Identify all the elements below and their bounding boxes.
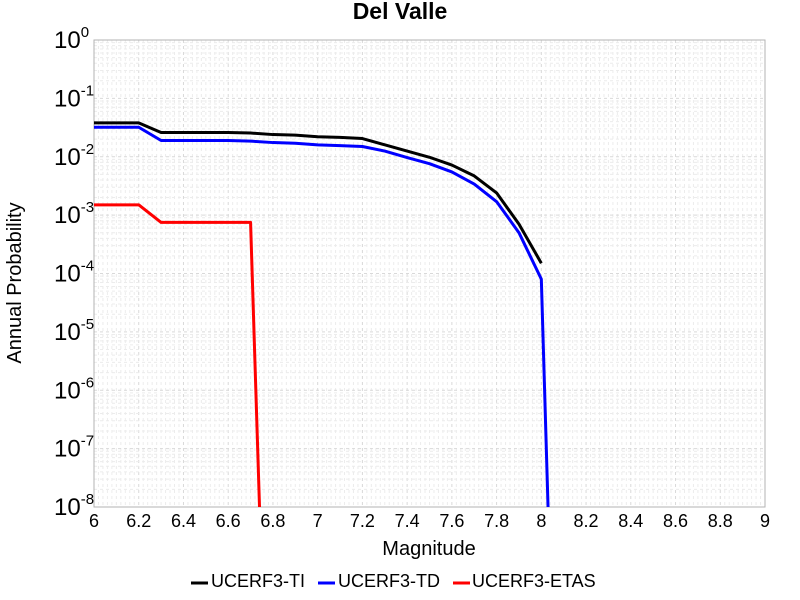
legend-label: UCERF3-TD — [338, 571, 440, 591]
y-axis-ticks: 100 10-1 10-2 10-3 10-4 10-5 10-6 10-7 10-8 — [54, 24, 94, 521]
x-tick-label: 9 — [760, 511, 770, 531]
chart-title: Del Valle — [353, 0, 448, 24]
y-tick-label: 10-3 — [54, 199, 94, 229]
series-line — [94, 125, 550, 508]
series-line — [94, 121, 543, 264]
x-tick-label: 6.4 — [171, 511, 196, 531]
y-tick-label: 10-7 — [54, 433, 94, 463]
y-tick-label: 10-5 — [54, 316, 94, 346]
x-tick-label: 7 — [313, 511, 323, 531]
y-tick-label: 100 — [54, 24, 89, 54]
x-tick-label: 8 — [536, 511, 546, 531]
x-tick-label: 7.4 — [395, 511, 420, 531]
y-tick-label: 10-6 — [54, 374, 94, 404]
x-tick-label: 8.8 — [708, 511, 733, 531]
y-tick-label: 10-4 — [54, 258, 94, 288]
y-tick-label: 10-2 — [54, 141, 94, 171]
legend-label: UCERF3-TI — [211, 571, 305, 591]
series-layer — [94, 121, 550, 508]
y-tick-label: 10-8 — [54, 491, 94, 521]
x-axis-ticks: 6 6.2 6.4 6.6 6.8 7 7.2 7.4 7.6 7.8 8 8.2 8.4 8.6 8.8 9 — [89, 511, 770, 531]
series-line — [94, 203, 262, 508]
x-tick-label: 7.6 — [439, 511, 464, 531]
x-tick-label: 8.4 — [618, 511, 643, 531]
legend-label: UCERF3-ETAS — [472, 571, 596, 591]
x-tick-label: 8.6 — [663, 511, 688, 531]
x-tick-label: 7.2 — [350, 511, 375, 531]
grid — [94, 40, 765, 507]
y-tick-label: 10-1 — [54, 82, 94, 112]
x-tick-label: 6.8 — [260, 511, 285, 531]
x-tick-label: 6 — [89, 511, 99, 531]
x-axis-label: Magnitude — [382, 538, 475, 560]
y-axis-label: Annual Probability — [4, 202, 26, 363]
x-tick-label: 8.2 — [574, 511, 599, 531]
x-tick-label: 6.6 — [216, 511, 241, 531]
plot-frame — [93, 39, 766, 508]
legend: UCERF3-TI UCERF3-TD UCERF3-ETAS — [191, 571, 596, 591]
x-tick-label: 7.8 — [484, 511, 509, 531]
x-tick-label: 6.2 — [126, 511, 151, 531]
